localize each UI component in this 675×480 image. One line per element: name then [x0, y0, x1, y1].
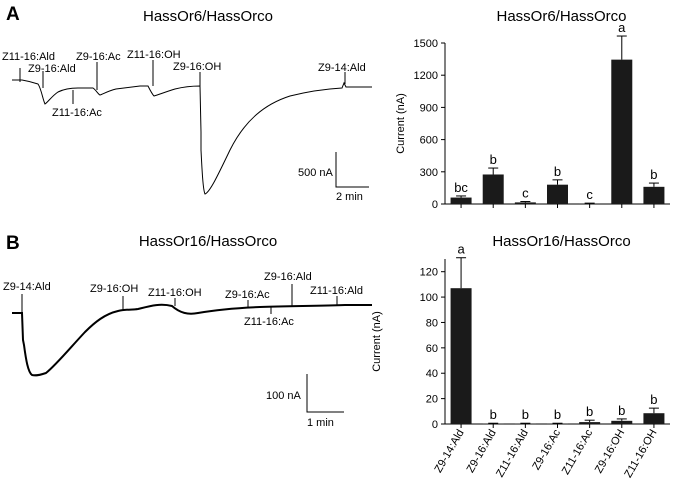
panel-a-scale-bar: 500 nA 2 min: [298, 152, 369, 203]
y-tick-label: 300: [420, 167, 438, 179]
bar: [611, 420, 633, 424]
y-axis-label: Current (nA): [395, 93, 407, 154]
bar: [482, 174, 504, 204]
panel-a-trace: Z11-16:Ald Z9-16:Ald Z11-16:Ac Z9-16:Ac …: [2, 49, 372, 195]
y-tick-label: 40: [426, 368, 438, 380]
y-tick-label: 0: [432, 419, 438, 431]
x-category-label: Z9-16:Ald: [465, 428, 499, 475]
chart-title: HassOr16/HassOrco: [492, 233, 630, 250]
y-tick-label: 900: [420, 102, 438, 114]
panel-b: B HassOr16/HassOrco Z9-14:Ald Z9-16:OH Z…: [3, 233, 372, 429]
x-category-label: Z9-16:OH: [593, 427, 628, 475]
panel-a-trace-title: HassOr6/HassOrco: [143, 8, 273, 25]
bar: [482, 423, 504, 425]
panel-b-letter: B: [6, 233, 20, 254]
bar: [514, 202, 536, 204]
panel-b-trace: Z9-14:Ald Z9-16:OH Z11-16:OH Z9-16:Ac Z1…: [3, 271, 372, 377]
x-category-label: Z9-16:Ac: [530, 427, 563, 472]
panel-b-stim-label: Z11-16:OH: [148, 287, 202, 299]
bar: [643, 186, 665, 204]
panel-b-stim-label: Z9-14:Ald: [3, 281, 51, 293]
significance-letter: b: [490, 407, 497, 422]
panel-b-scale-x-label: 1 min: [307, 417, 334, 429]
significance-letter: b: [586, 404, 593, 419]
panel-b-stim-label: Z11-16:Ald: [310, 285, 363, 297]
bar: [611, 59, 633, 205]
panel-a-scale-y-label: 500 nA: [298, 167, 334, 179]
panel-a-letter: A: [6, 4, 20, 25]
bar: [514, 423, 536, 425]
significance-letter: c: [522, 186, 529, 201]
panel-a-stim-label: Z11-16:OH: [127, 49, 181, 61]
significance-letter: b: [650, 167, 657, 182]
bar: [579, 422, 601, 424]
bar: [450, 288, 472, 424]
significance-letter: b: [554, 164, 561, 179]
bar: [643, 413, 665, 424]
significance-letter: b: [618, 403, 625, 418]
panel-b-stim-label: Z11-16:Ac: [244, 316, 294, 328]
x-category-label: Z11-16:OH: [622, 427, 659, 479]
y-tick-label: 600: [420, 135, 438, 147]
significance-letter: b: [522, 407, 529, 422]
y-tick-label: 0: [432, 199, 438, 211]
y-tick-label: 1200: [414, 70, 438, 82]
significance-letter: b: [554, 407, 561, 422]
y-tick-label: 20: [426, 394, 438, 406]
significance-letter: c: [586, 187, 593, 202]
y-tick-label: 120: [420, 267, 438, 279]
bar: [547, 423, 568, 425]
x-category-label: Z9-14:Ald: [432, 428, 466, 475]
significance-letter: b: [650, 392, 657, 407]
bar: [579, 203, 601, 204]
panel-a-stim-label: Z11-16:Ac: [52, 107, 102, 119]
y-axis-label: Current (nA): [371, 311, 383, 372]
panel-b-scale-y-label: 100 nA: [266, 390, 302, 402]
significance-letter: bc: [454, 180, 468, 195]
panel-b-current-trace: [12, 303, 372, 377]
panel-b-trace-title: HassOr16/HassOrco: [139, 233, 277, 250]
panel-a-stim-label: Z9-16:Ac: [76, 51, 121, 63]
chart-title: HassOr6/HassOrco: [496, 8, 626, 25]
bar: [450, 197, 472, 204]
panel-b-stim-label: Z9-16:OH: [90, 283, 138, 295]
significance-letter: a: [618, 20, 626, 35]
y-tick-label: 100: [420, 292, 438, 304]
y-tick-label: 60: [426, 343, 438, 355]
panel-b-stim-label: Z9-16:Ald: [264, 271, 312, 283]
x-category-label: Z11-16:Ald: [494, 428, 531, 480]
panel-a-stim-label: Z11-16:Ald: [2, 51, 55, 63]
panel-a: A HassOr6/HassOrco Z11-16:Ald Z9-16:Ald …: [2, 4, 372, 203]
bar: [547, 184, 568, 204]
x-category-label: Z11-16:Ac: [560, 427, 596, 477]
bar-chart-hassor6: HassOr6/HassOrco 0 300 600 900 1200 1500 Curren…: [395, 8, 670, 211]
panel-a-stim-label: Z9-16:OH: [173, 61, 221, 73]
significance-letter: b: [490, 152, 497, 167]
panel-a-stim-label: Z9-16:Ald: [28, 63, 76, 75]
y-tick-label: 1500: [414, 38, 438, 50]
panel-b-stim-label: Z9-16:Ac: [225, 289, 270, 301]
y-tick-label: 80: [426, 317, 438, 329]
panel-a-current-trace: [12, 79, 372, 195]
panel-a-stim-label: Z9-14:Ald: [318, 62, 366, 74]
significance-letter: a: [457, 242, 465, 257]
panel-b-scale-bar: 100 nA 1 min: [266, 374, 344, 429]
panel-a-scale-x-label: 2 min: [336, 191, 363, 203]
bar-chart-hassor16: HassOr16/HassOrco 0 20 40 60 80 100 120 Current …: [371, 233, 670, 480]
